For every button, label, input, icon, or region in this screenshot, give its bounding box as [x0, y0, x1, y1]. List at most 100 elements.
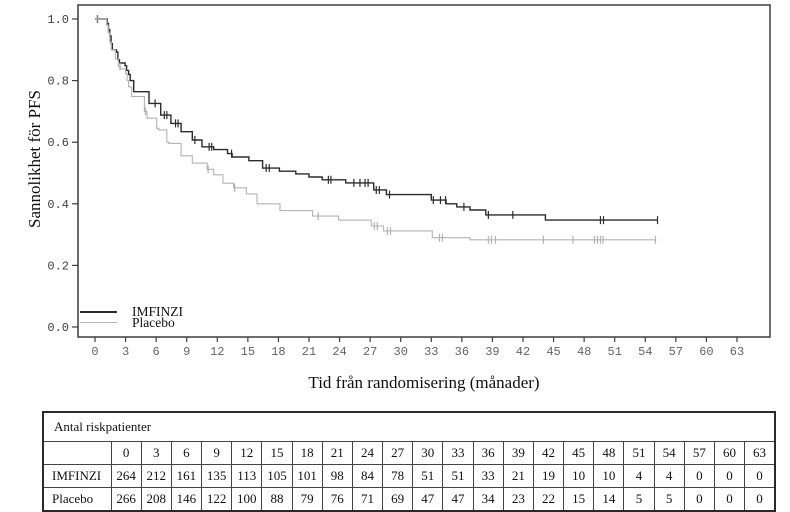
risk-count-cell: 78	[382, 464, 414, 488]
x-tick-label: 36	[455, 345, 469, 359]
risk-count-cell: 0	[713, 487, 746, 512]
x-tick-label: 6	[153, 345, 160, 359]
risk-count-cell: 0	[713, 464, 746, 488]
risk-time-header: 36	[472, 441, 504, 465]
risk-count-cell: 5	[623, 487, 655, 512]
risk-count-cell: 88	[261, 487, 293, 512]
risk-count-cell: 161	[170, 464, 203, 488]
risk-count-cell: 79	[291, 487, 323, 512]
risk-count-cell: 76	[321, 487, 353, 512]
risk-count-cell: 47	[412, 487, 444, 512]
plot-frame	[77, 4, 771, 338]
risk-count-cell: 4	[623, 464, 655, 488]
x-axis-title: Tid från randomisering (månader)	[308, 373, 540, 392]
legend: IMFINZI Placebo	[80, 304, 183, 330]
risk-table-caption: Antal riskpatienter	[43, 412, 775, 442]
risk-count-cell: 0	[683, 464, 715, 488]
risk-time-header: 21	[321, 441, 353, 465]
y-axis-title: Sannolikhet för PFS	[25, 90, 44, 228]
legend-item-placebo: Placebo	[80, 315, 183, 330]
risk-count-cell: 21	[502, 464, 534, 488]
x-tick-label: 54	[638, 345, 652, 359]
risk-time-header: 39	[502, 441, 534, 465]
x-tick-label: 15	[241, 345, 255, 359]
risk-count-cell: 5	[653, 487, 685, 512]
risk-time-header: 15	[261, 441, 293, 465]
risk-count-cell: 122	[201, 487, 233, 512]
risk-table-caption-row: Antal riskpatienter	[43, 412, 775, 442]
risk-header-empty-cell	[42, 441, 112, 465]
risk-time-header: 0	[110, 441, 142, 465]
risk-count-cell: 113	[231, 464, 263, 488]
risk-count-cell: 101	[291, 464, 323, 488]
risk-count-cell: 266	[110, 487, 142, 512]
risk-time-header: 48	[593, 441, 625, 465]
risk-time-header: 6	[170, 441, 203, 465]
x-tick-label: 18	[271, 345, 285, 359]
x-tick-label: 24	[332, 345, 346, 359]
legend-item-imfinzi: IMFINZI	[80, 304, 183, 319]
risk-count-cell: 146	[170, 487, 203, 512]
risk-table-header-row: 0 3 6 9 12 15 18 21 24 27 30 33 36 39 42 45 48 51 54 57 60 63	[42, 441, 776, 465]
risk-count-cell: 23	[502, 487, 534, 512]
risk-count-cell: 212	[140, 464, 172, 488]
risk-count-cell: 0	[683, 487, 715, 512]
x-tick-label: 48	[577, 345, 591, 359]
x-tick-label: 60	[699, 345, 713, 359]
risk-time-header: 42	[532, 441, 565, 465]
risk-time-header: 33	[442, 441, 474, 465]
risk-time-header: 45	[563, 441, 595, 465]
risk-count-cell: 98	[321, 464, 353, 488]
km-plot: 0.00.20.40.60.81.00 3 6 9 12 15 18 21 24 27 30 33 36…	[47, 4, 771, 359]
x-tick-label: 30	[394, 345, 408, 359]
risk-count-cell: 84	[351, 464, 384, 488]
risk-row-imfinzi: IMFINZI 264 212 161 135 113 105 101 98 84 78 51 51 33…	[42, 464, 776, 488]
risk-count-cell: 0	[744, 464, 776, 488]
y-tick-label: 0.4	[47, 198, 69, 212]
risk-count-cell: 0	[744, 487, 776, 512]
x-tick-label: 51	[608, 345, 622, 359]
risk-time-header: 63	[744, 441, 776, 465]
x-tick-label: 12	[210, 345, 224, 359]
y-tick-label: 0.0	[47, 321, 69, 335]
y-tick-label: 0.2	[47, 259, 69, 273]
risk-count-cell: 15	[563, 487, 595, 512]
risk-time-header: 27	[382, 441, 414, 465]
risk-count-cell: 14	[593, 487, 625, 512]
risk-count-cell: 10	[593, 464, 625, 488]
imfinzi-line-sample	[80, 310, 117, 313]
x-tick-label: 57	[669, 345, 683, 359]
risk-time-header: 60	[713, 441, 746, 465]
x-tick-label: 27	[363, 345, 377, 359]
x-tick-label: 9	[183, 345, 190, 359]
risk-count-cell: 22	[532, 487, 565, 512]
risk-time-header: 3	[140, 441, 172, 465]
x-tick-label: 63	[730, 345, 744, 359]
risk-count-cell: 135	[201, 464, 233, 488]
risk-count-cell: 69	[382, 487, 414, 512]
risk-count-cell: 264	[110, 464, 142, 488]
x-tick-label: 33	[424, 345, 438, 359]
legend-label-placebo: Placebo	[132, 315, 175, 330]
x-tick-label: 0	[91, 345, 98, 359]
risk-row-label: IMFINZI	[42, 464, 112, 488]
risk-count-cell: 51	[412, 464, 444, 488]
risk-time-header: 24	[351, 441, 384, 465]
legend-label-imfinzi: IMFINZI	[132, 304, 183, 319]
y-tick-label: 0.8	[47, 75, 69, 89]
risk-count-cell: 33	[472, 464, 504, 488]
x-tick-label: 42	[516, 345, 530, 359]
risk-time-header: 54	[653, 441, 685, 465]
risk-table: Antal riskpatienter 0 3 6 9 12 15 18 21 24 27 30 33…	[42, 411, 776, 512]
risk-count-cell: 100	[231, 487, 263, 512]
risk-count-cell: 10	[563, 464, 595, 488]
risk-time-header: 12	[231, 441, 263, 465]
risk-time-header: 57	[683, 441, 715, 465]
risk-time-header: 9	[201, 441, 233, 465]
km-curve-placebo	[95, 18, 656, 241]
km-curve-imfinzi	[95, 18, 658, 221]
y-tick-label: 1.0	[47, 13, 69, 27]
x-tick-label: 21	[302, 345, 316, 359]
risk-count-cell: 47	[442, 487, 474, 512]
risk-count-cell: 19	[532, 464, 565, 488]
